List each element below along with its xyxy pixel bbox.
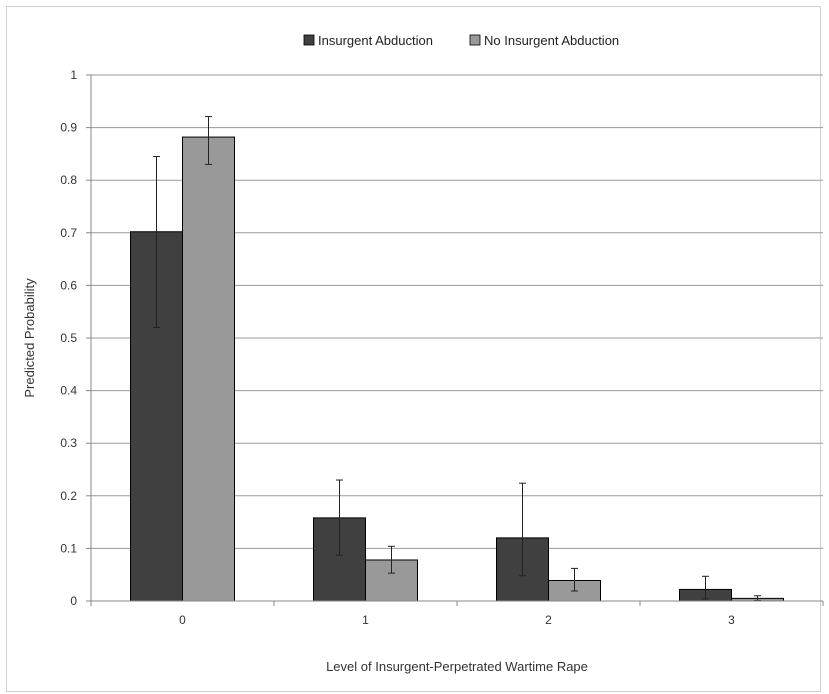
x-tick-label: 2	[545, 613, 552, 627]
y-tick-label: 0.2	[60, 489, 77, 503]
error-bar-no-insurgent-abduction-1	[388, 545, 395, 574]
error-bar-insurgent-abduction-2	[519, 482, 526, 577]
error-bar-insurgent-abduction-3	[702, 575, 709, 600]
bar-no-insurgent-abduction-0	[182, 136, 235, 602]
y-tick-label: 0.9	[60, 121, 77, 135]
y-tick-label: 0.6	[60, 278, 77, 292]
y-tick-label: 0	[70, 594, 77, 608]
y-axis-title: Predicted Probability	[22, 278, 37, 398]
x-axis-ticks: 0 1 2 3	[90, 601, 824, 627]
error-bar-no-insurgent-abduction-3	[754, 595, 761, 601]
error-bar-no-insurgent-abduction-2	[571, 567, 578, 592]
y-tick-label: 0.8	[60, 173, 77, 187]
y-tick-label: 0.4	[60, 384, 77, 398]
legend: Insurgent Abduction No Insurgent Abducti…	[303, 33, 619, 48]
y-tick-label: 0.7	[60, 226, 77, 240]
x-axis-title: Level of Insurgent-Perpetrated Wartime R…	[326, 659, 588, 674]
legend-swatch-no-insurgent-abduction	[469, 34, 481, 46]
error-bar-insurgent-abduction-1	[336, 479, 343, 556]
error-bar-no-insurgent-abduction-0	[205, 116, 212, 165]
y-tick-label: 0.3	[60, 436, 77, 450]
error-bar-insurgent-abduction-0	[153, 156, 160, 328]
legend-swatch-insurgent-abduction	[303, 34, 315, 46]
y-tick-label: 1	[70, 68, 77, 82]
y-axis-ticks: 0 0.1 0.2 0.3 0.4 0.5 0.6 0.7 0.8 0.9 1	[60, 68, 91, 608]
y-tick-label: 0.5	[60, 331, 77, 345]
bars	[130, 136, 784, 602]
error-bars	[153, 116, 761, 601]
y-tick-label: 0.1	[60, 541, 77, 555]
x-tick-label: 3	[728, 613, 735, 627]
legend-label-insurgent-abduction: Insurgent Abduction	[318, 33, 433, 48]
legend-label-no-insurgent-abduction: No Insurgent Abduction	[484, 33, 619, 48]
x-tick-label: 0	[179, 613, 186, 627]
x-tick-label: 1	[362, 613, 369, 627]
